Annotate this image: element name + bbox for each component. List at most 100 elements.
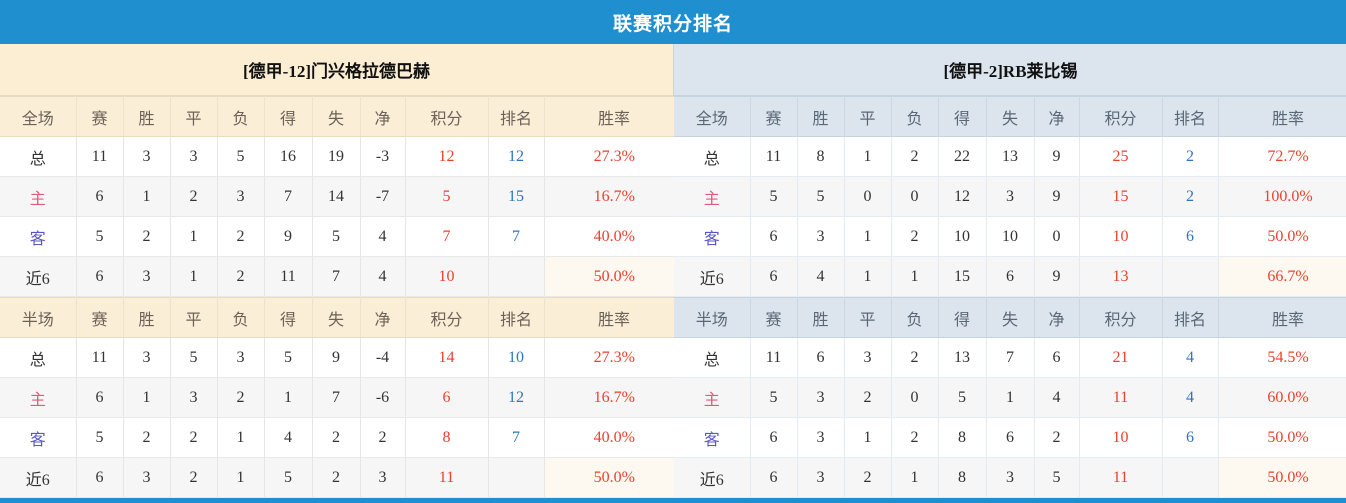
win-rate-value: 72.7%: [1218, 136, 1346, 177]
cell-value: 7: [264, 176, 313, 217]
cell-value: 1: [170, 256, 218, 297]
table-row: 总 11 3 3 5 16 19 -3 12 12 27.3%: [0, 136, 684, 177]
rank-value: 15: [488, 176, 545, 217]
cell-value: 5: [312, 216, 361, 257]
cell-value: 15: [938, 256, 987, 297]
table-row: 主 5 3 2 0 5 1 4 11 4 60.0%: [674, 377, 1346, 418]
column-header-4: 负: [217, 297, 265, 338]
win-rate-value: 60.0%: [1218, 377, 1346, 418]
rank-value: 2: [1162, 176, 1219, 217]
team-name-left: [德甲-12]门兴格拉德巴赫: [243, 62, 430, 81]
column-header-4: 负: [217, 96, 265, 137]
cell-value: 6: [986, 256, 1035, 297]
cell-value: 11: [264, 256, 313, 297]
row-label: 近6: [0, 457, 77, 498]
cell-value: 9: [1034, 136, 1080, 177]
points-value: 12: [405, 136, 489, 177]
column-header-row: 全场赛胜平负得失净积分 排名 胜率: [674, 96, 1346, 137]
win-rate-value: 16.7%: [544, 377, 684, 418]
column-header-7: 净: [1034, 96, 1080, 137]
rank-value: 12: [488, 377, 545, 418]
row-label: 主: [674, 377, 751, 418]
column-header-2: 胜: [797, 96, 845, 137]
cell-value: 3: [170, 377, 218, 418]
row-label: 客: [0, 417, 77, 458]
column-header-1: 赛: [76, 96, 124, 137]
cell-value: 7: [986, 337, 1035, 378]
stat-table: 半场赛胜平负得失净积分 排名 胜率总 11 6 3 2 13 7 6 21 4 54.5% 主 5 3 2 0 5 1…: [674, 297, 1346, 498]
row-label: 总: [674, 136, 751, 177]
column-header-5: 得: [264, 297, 313, 338]
table-row: 主 5 5 0 0 12 3 9 15 2 100.0%: [674, 176, 1346, 217]
win-rate-value: 54.5%: [1218, 337, 1346, 378]
cell-value: 4: [360, 256, 406, 297]
column-header-0: 半场: [0, 297, 77, 338]
stat-table: 全场赛胜平负得失净积分 排名 胜率总 11 3 3 5 16 19 -3 12 12 27.3% 主 6 1 2…: [0, 96, 685, 297]
cell-value: 8: [938, 457, 987, 498]
sections-right: 全场赛胜平负得失净积分 排名 胜率总 11 8 1 2 22 13 9 25 2 72.7% 主 5 5 0 0 1…: [674, 96, 1346, 498]
cell-value: 3: [123, 457, 171, 498]
column-header-8: 积分: [405, 96, 489, 137]
cell-value: 0: [844, 176, 892, 217]
column-header-6: 失: [986, 297, 1035, 338]
rank-value: 10: [488, 337, 545, 378]
cell-value: 22: [938, 136, 987, 177]
team-name-right: [德甲-2]RB莱比锡: [943, 62, 1078, 81]
cell-value: 1: [891, 457, 939, 498]
cell-value: 2: [891, 136, 939, 177]
cell-value: 11: [750, 136, 798, 177]
cell-value: 2: [170, 457, 218, 498]
cell-value: 9: [1034, 176, 1080, 217]
cell-value: 2: [360, 417, 406, 458]
cell-value: 3: [797, 417, 845, 458]
win-rate-value: 16.7%: [544, 176, 684, 217]
table-row: 客 6 3 1 2 10 10 0 10 6 50.0%: [674, 216, 1346, 257]
cell-value: 3: [123, 136, 171, 177]
win-rate-value: 50.0%: [1218, 216, 1346, 257]
cell-value: 5: [750, 377, 798, 418]
bottom-accent-bar: [0, 498, 1346, 503]
cell-value: 9: [312, 337, 361, 378]
cell-value: 3: [360, 457, 406, 498]
row-label: 主: [674, 176, 751, 217]
cell-value: 2: [312, 417, 361, 458]
column-header-0: 半场: [674, 297, 751, 338]
cell-value: 2: [123, 216, 171, 257]
cell-value: 0: [1034, 216, 1080, 257]
column-header-8: 积分: [405, 297, 489, 338]
win-rate-value: 27.3%: [544, 136, 684, 177]
cell-value: 6: [797, 337, 845, 378]
rank-value: [1162, 457, 1219, 498]
cell-value: -6: [360, 377, 406, 418]
win-rate-value: 27.3%: [544, 337, 684, 378]
cell-value: 3: [986, 176, 1035, 217]
column-header-0: 全场: [0, 96, 77, 137]
row-label: 客: [0, 216, 77, 257]
column-header-3: 平: [170, 96, 218, 137]
column-header-row: 半场赛胜平负得失净积分 排名 胜率: [674, 297, 1346, 338]
cell-value: 3: [844, 337, 892, 378]
cell-value: 4: [797, 256, 845, 297]
cell-value: 11: [76, 337, 124, 378]
column-header-1: 赛: [750, 297, 798, 338]
column-header-5: 得: [938, 297, 987, 338]
points-value: 11: [1079, 457, 1163, 498]
rank-value: 6: [1162, 417, 1219, 458]
column-header-5: 得: [938, 96, 987, 137]
cell-value: 2: [123, 417, 171, 458]
column-header-3: 平: [170, 297, 218, 338]
points-value: 11: [405, 457, 489, 498]
cell-value: 3: [797, 377, 845, 418]
column-header-6: 失: [312, 297, 361, 338]
win-rate-value: 50.0%: [1218, 457, 1346, 498]
row-label: 总: [0, 337, 77, 378]
cell-value: 2: [844, 457, 892, 498]
cell-value: 1: [844, 136, 892, 177]
table-row: 总 11 6 3 2 13 7 6 21 4 54.5%: [674, 337, 1346, 378]
table-row: 主 6 1 3 2 1 7 -6 6 12 16.7%: [0, 377, 684, 418]
cell-value: 6: [750, 216, 798, 257]
points-value: 11: [1079, 377, 1163, 418]
column-header-10: 胜率: [544, 96, 685, 137]
row-label: 主: [0, 377, 77, 418]
column-header-10: 胜率: [1218, 297, 1346, 338]
